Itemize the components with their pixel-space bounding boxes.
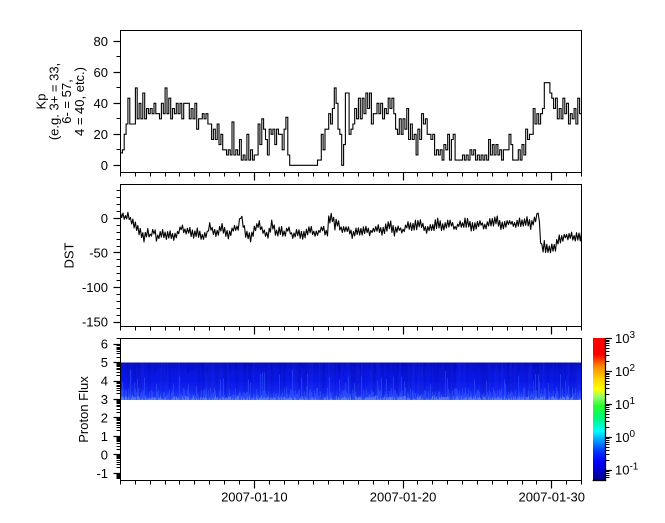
svg-text:0: 0 bbox=[101, 447, 108, 462]
svg-text:-100: -100 bbox=[82, 280, 108, 295]
svg-text:20: 20 bbox=[94, 127, 108, 142]
svg-text:Kp: Kp bbox=[34, 94, 49, 110]
svg-text:4 = 40, etc.): 4 = 40, etc.) bbox=[72, 67, 87, 136]
svg-text:6: 6 bbox=[101, 337, 108, 352]
svg-text:2: 2 bbox=[101, 410, 108, 425]
svg-text:Proton Flux: Proton Flux bbox=[76, 376, 91, 443]
svg-text:80: 80 bbox=[94, 34, 108, 49]
svg-text:60: 60 bbox=[94, 65, 108, 80]
svg-text:40: 40 bbox=[94, 96, 108, 111]
svg-text:DST: DST bbox=[62, 242, 77, 268]
svg-text:6- = 57,: 6- = 57, bbox=[59, 79, 74, 123]
svg-text:4: 4 bbox=[101, 374, 108, 389]
svg-text:-1: -1 bbox=[96, 466, 108, 481]
svg-text:3: 3 bbox=[101, 392, 108, 407]
svg-text:2007-01-30: 2007-01-30 bbox=[519, 490, 586, 505]
svg-text:5: 5 bbox=[101, 355, 108, 370]
svg-text:(e.g. 3+ = 33,: (e.g. 3+ = 33, bbox=[46, 63, 61, 140]
svg-text:2007-01-20: 2007-01-20 bbox=[370, 490, 437, 505]
svg-text:1: 1 bbox=[101, 429, 108, 444]
svg-text:0: 0 bbox=[101, 211, 108, 226]
svg-text:-150: -150 bbox=[82, 315, 108, 330]
svg-text:2007-01-10: 2007-01-10 bbox=[221, 490, 288, 505]
svg-text:0: 0 bbox=[101, 158, 108, 173]
svg-text:-50: -50 bbox=[89, 245, 108, 260]
